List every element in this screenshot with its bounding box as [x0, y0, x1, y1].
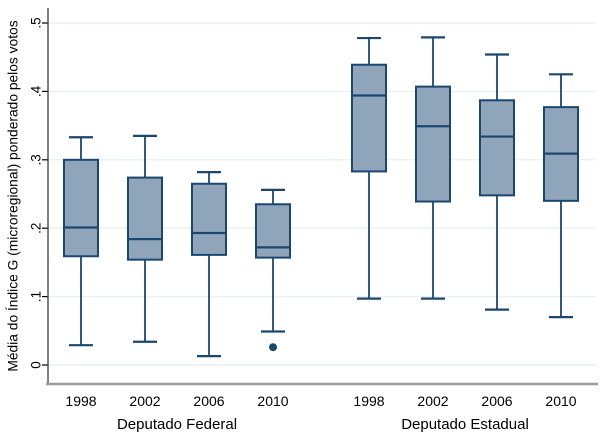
box-deputado-federal-2010 — [255, 203, 291, 259]
y-tick-label: .5 — [29, 17, 44, 28]
y-tick-label: .3 — [29, 154, 44, 165]
x-tick-label-deputado-estadual-2010: 2010 — [545, 393, 576, 409]
x-tick-label-deputado-federal-1998: 1998 — [65, 393, 96, 409]
box-deputado-estadual-1998 — [351, 63, 387, 173]
x-tick-label-deputado-federal-2010: 2010 — [257, 393, 288, 409]
box-deputado-estadual-2006 — [479, 99, 515, 197]
x-tick-label-deputado-estadual-2002: 2002 — [417, 393, 448, 409]
box-deputado-federal-2006 — [191, 182, 227, 256]
x-tick-label-deputado-federal-2002: 2002 — [129, 393, 160, 409]
y-tick-label: .2 — [29, 223, 44, 234]
x-tick-label-deputado-federal-2006: 2006 — [193, 393, 224, 409]
y-tick-label: 0 — [29, 361, 44, 369]
y-axis-title: Média do Índice G (microregional) ponder… — [5, 20, 21, 371]
outlier-deputado-federal-2010 — [269, 343, 277, 352]
box-deputado-federal-1998 — [63, 158, 99, 258]
y-tick-label: .1 — [29, 291, 44, 302]
x-tick-label-deputado-estadual-2006: 2006 — [481, 393, 512, 409]
box-deputado-federal-2002 — [127, 176, 163, 261]
y-tick-label: .4 — [29, 85, 44, 97]
group-label-deputado-estadual: Deputado Estadual — [401, 416, 529, 433]
x-tick-label-deputado-estadual-1998: 1998 — [353, 393, 384, 409]
group-label-deputado-federal: Deputado Federal — [117, 416, 237, 433]
box-deputado-estadual-2002 — [415, 85, 451, 203]
